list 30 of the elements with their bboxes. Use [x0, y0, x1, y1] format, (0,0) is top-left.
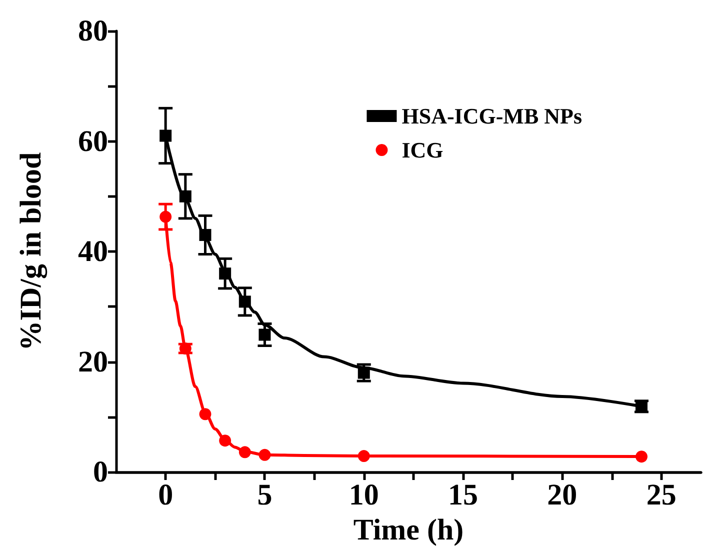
x-tick-label: 20 — [547, 478, 578, 512]
y-tick-label: 80 — [78, 14, 108, 48]
point — [358, 450, 370, 462]
point — [219, 434, 232, 447]
point — [160, 210, 172, 223]
point — [238, 446, 251, 458]
point — [160, 130, 172, 142]
legend-label: ICG — [402, 138, 444, 162]
point — [179, 190, 192, 202]
x-tick-label: 10 — [348, 478, 379, 512]
point — [238, 296, 251, 308]
y-tick-label: 60 — [78, 124, 108, 158]
y-tick-label: 40 — [78, 235, 108, 268]
y-tick-label: 20 — [78, 345, 108, 378]
point — [199, 228, 212, 241]
point — [258, 328, 271, 341]
y-tick-label: 0 — [93, 456, 108, 488]
x-tick-label: 0 — [158, 478, 174, 512]
point — [636, 450, 648, 463]
x-tick-label: 5 — [257, 478, 272, 512]
legend-label: HSA-ICG-MB NPs — [402, 104, 582, 128]
point — [358, 366, 370, 379]
x-tick-label: 25 — [646, 478, 676, 512]
x-axis-title: Time (h) — [353, 513, 464, 546]
point — [219, 268, 232, 280]
x-tick-label: 15 — [448, 478, 478, 512]
y-axis-title: %ID/g in blood — [14, 152, 48, 351]
point — [199, 408, 212, 420]
point — [179, 342, 192, 355]
point — [258, 448, 271, 461]
